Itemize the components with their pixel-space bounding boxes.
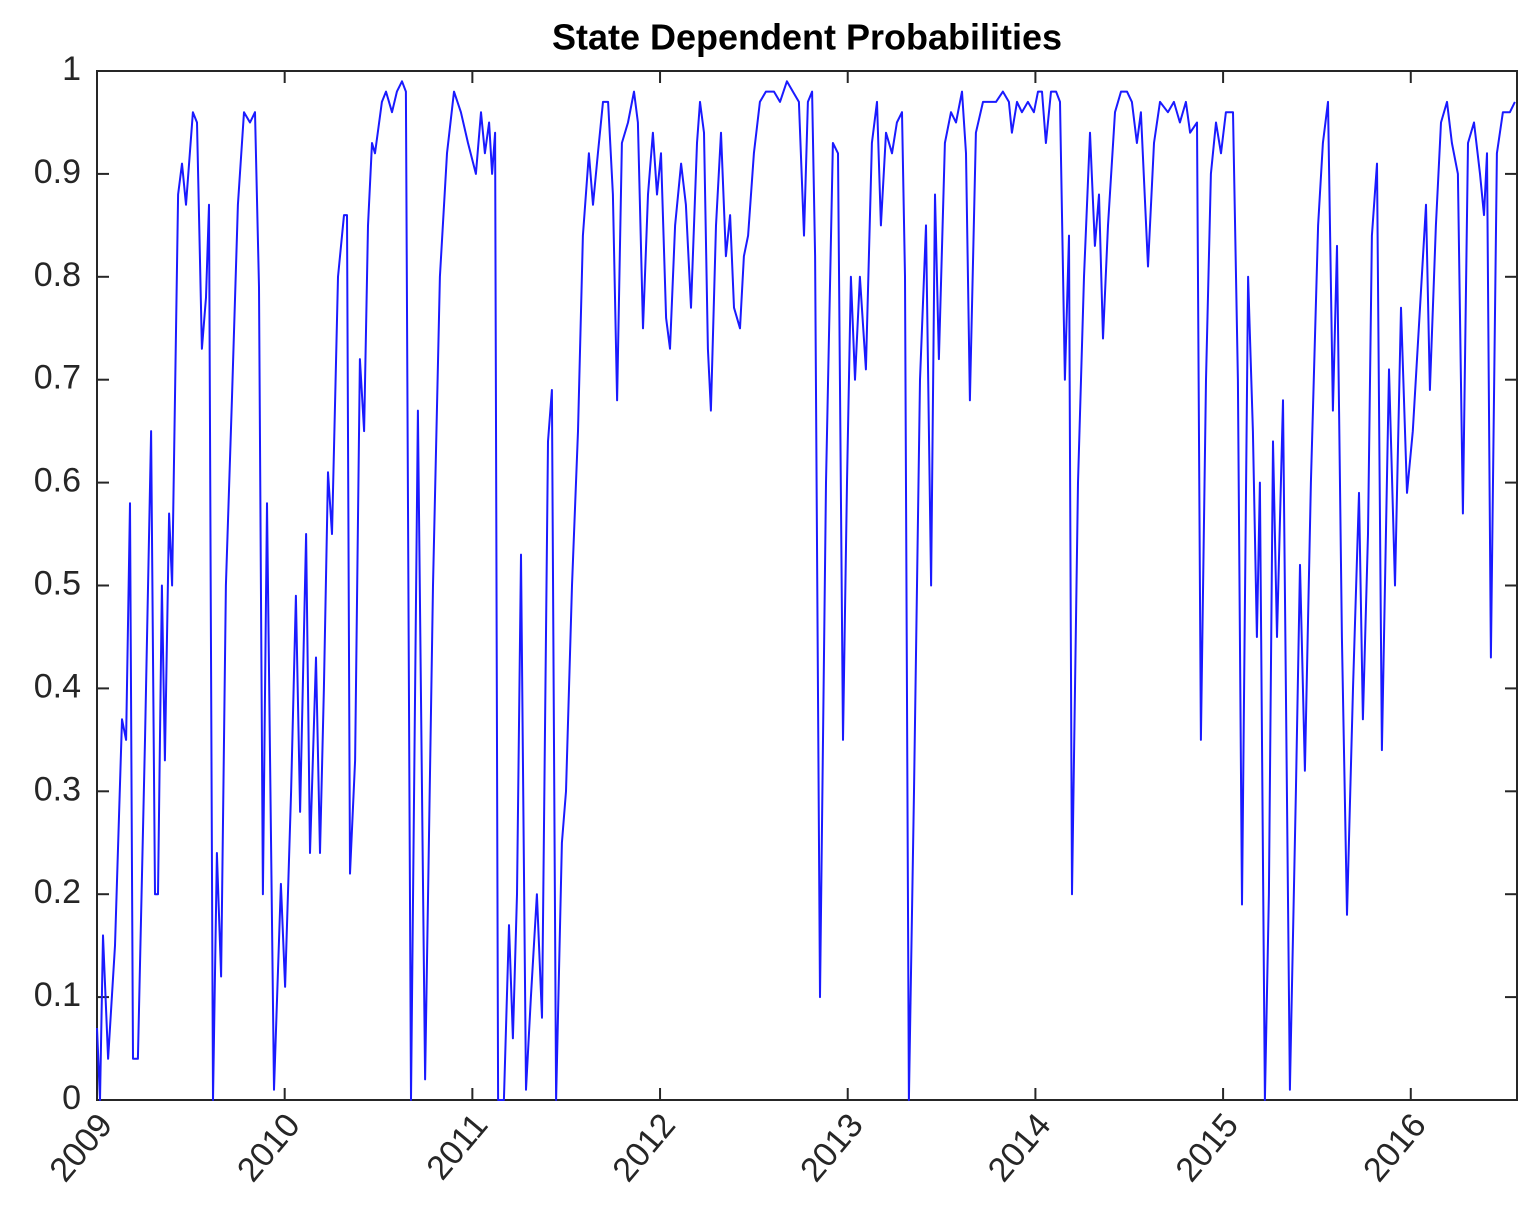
y-tick-label: 0.3 (34, 770, 81, 808)
y-tick-label: 0.6 (34, 462, 81, 500)
x-tick-label: 2013 (793, 1106, 871, 1188)
y-tick-label: 0.9 (34, 153, 81, 191)
y-tick-label: 0.2 (34, 873, 81, 911)
x-tick-label: 2014 (981, 1106, 1059, 1188)
y-tick-label: 0.5 (34, 564, 81, 602)
y-tick-label: 0 (62, 1079, 81, 1117)
y-tick-label: 0.8 (34, 256, 81, 294)
y-tick-label: 0.1 (34, 976, 81, 1014)
chart-title: State Dependent Probabilities (552, 17, 1062, 58)
data-line (96, 80, 1516, 1101)
x-tick-label: 2011 (419, 1106, 495, 1186)
y-tick-label: 0.4 (34, 667, 81, 705)
y-tick-label: 1 (62, 50, 81, 88)
y-tick-label: 0.7 (34, 359, 81, 397)
x-tick-label: 2015 (1168, 1106, 1246, 1188)
x-tick-label: 2012 (605, 1106, 683, 1188)
x-tick-label: 2010 (230, 1106, 308, 1188)
x-tick-label: 2016 (1356, 1106, 1434, 1188)
x-tick-label: 2009 (42, 1106, 120, 1188)
plot-frame (96, 70, 1518, 1101)
